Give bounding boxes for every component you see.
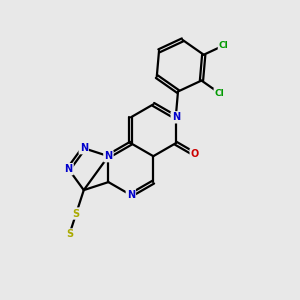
Text: N: N bbox=[104, 151, 112, 161]
Text: N: N bbox=[80, 143, 88, 153]
Text: S: S bbox=[66, 230, 73, 239]
Text: Cl: Cl bbox=[214, 89, 224, 98]
Text: S: S bbox=[73, 208, 80, 218]
Text: O: O bbox=[191, 149, 199, 159]
Text: N: N bbox=[127, 190, 135, 200]
Text: N: N bbox=[64, 164, 73, 174]
Text: Cl: Cl bbox=[219, 41, 229, 50]
Text: N: N bbox=[172, 112, 180, 122]
